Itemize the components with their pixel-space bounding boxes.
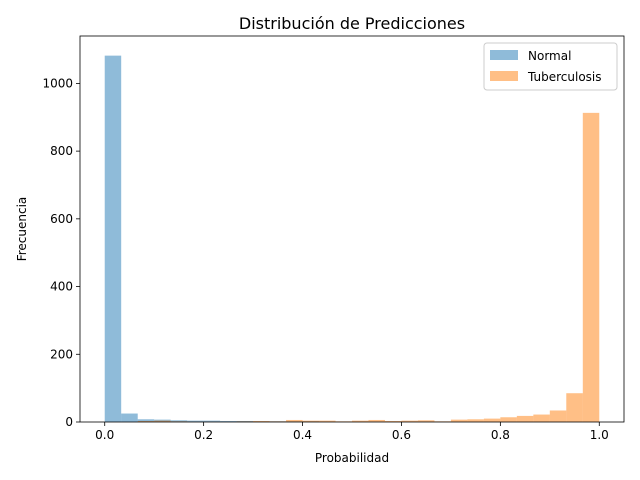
bar-tuberculosis-22 <box>500 417 517 422</box>
x-tick-label: 1.0 <box>590 428 609 442</box>
y-tick-label: 200 <box>50 347 73 361</box>
legend-swatch-tuberculosis <box>490 71 518 81</box>
y-tick-label: 800 <box>50 144 73 158</box>
bar-normal-7 <box>220 420 237 422</box>
bar-tuberculosis-7 <box>253 420 270 422</box>
y-tick-label: 600 <box>50 212 73 226</box>
legend-label-normal: Normal <box>528 49 571 63</box>
bar-tuberculosis-21 <box>483 418 501 422</box>
bar-tuberculosis-0 <box>137 420 155 422</box>
y-tick-label: 1000 <box>42 76 73 90</box>
bar-normal-5 <box>187 420 204 422</box>
bar-normal-0 <box>104 55 122 422</box>
bar-normal-2 <box>137 419 155 422</box>
x-axis: 0.0 0.2 0.4 0.6 0.8 1.0 <box>95 422 609 442</box>
plot-frame <box>79 35 625 423</box>
bar-tuberculosis-9 <box>286 419 303 422</box>
bar-tuberculosis-17 <box>417 420 435 422</box>
x-axis-label: Probabilidad <box>315 451 389 465</box>
y-axis: 0 200 400 600 800 1000 <box>42 76 80 429</box>
x-tick-label: 0.2 <box>194 428 213 442</box>
bar-tuberculosis-19 <box>450 419 468 422</box>
x-tick-label: 0.4 <box>293 428 312 442</box>
bar-normal-4 <box>170 420 188 422</box>
bar-tuberculosis-11 <box>319 420 336 422</box>
bar-tuberculosis-27 <box>582 112 600 423</box>
bar-tuberculosis-23 <box>516 415 534 422</box>
bar-tuberculosis-20 <box>467 419 484 422</box>
bar-tuberculosis-24 <box>533 414 550 422</box>
chart-title: Distribución de Predicciones <box>239 14 465 33</box>
y-axis-label: Frecuencia <box>15 197 29 262</box>
x-tick-label: 0.8 <box>491 428 510 442</box>
bar-tuberculosis-14 <box>368 419 385 422</box>
y-tick-label: 0 <box>65 415 73 429</box>
bar-normal-6 <box>203 420 221 422</box>
legend-swatch-normal <box>490 50 518 60</box>
bar-tuberculosis-16 <box>401 420 418 422</box>
bar-tuberculosis-1 <box>154 420 171 422</box>
legend-label-tuberculosis: Tuberculosis <box>527 70 602 84</box>
y-tick-label: 400 <box>50 280 73 294</box>
bar-normal-1 <box>121 413 138 422</box>
x-tick-label: 0.6 <box>392 428 411 442</box>
legend: Normal Tuberculosis <box>483 42 618 91</box>
bar-tuberculosis-25 <box>549 410 567 422</box>
x-tick-label: 0.0 <box>95 428 114 442</box>
bar-tuberculosis-10 <box>302 420 320 422</box>
bar-tuberculosis-15 <box>384 420 402 422</box>
bar-tuberculosis-13 <box>352 420 369 422</box>
bar-tuberculosis-26 <box>566 393 583 422</box>
